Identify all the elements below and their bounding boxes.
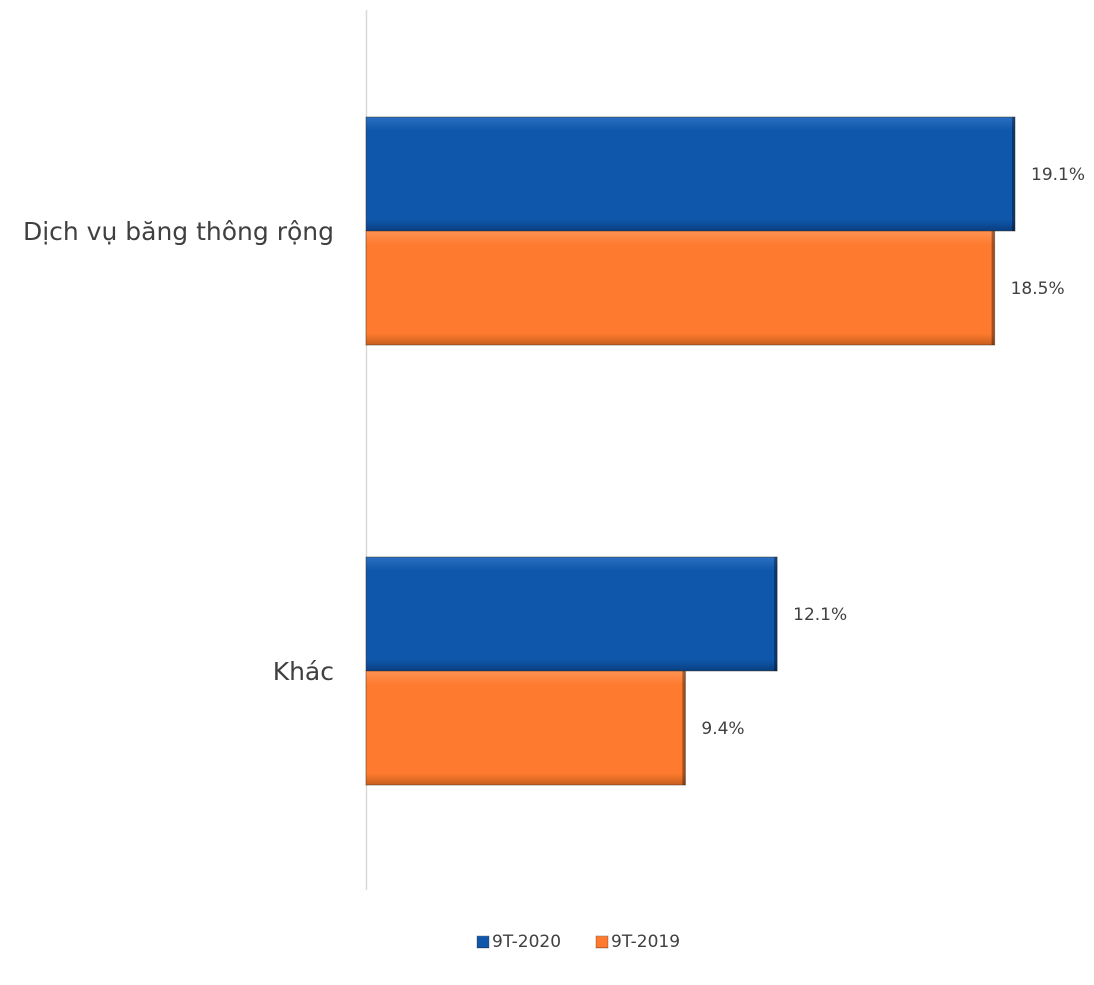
bar-edge-9t-2020-dich-vu-bang-thong-rong [1012, 117, 1015, 231]
legend-item-9t-2019: 9T-2019 [595, 932, 680, 952]
data-label-9t-2020-khac: 12.1% [793, 605, 847, 625]
legend-item-9t-2020: 9T-2020 [476, 932, 561, 952]
legend-label-9t-2020: 9T-2020 [492, 932, 561, 952]
data-label-9t-2019-khac: 9.4% [701, 719, 744, 739]
bar-9t-2020-khac [365, 556, 778, 672]
category-labels: Dịch vụ băng thông rộng Khác [23, 217, 334, 686]
legend-swatch-9t-2019 [595, 935, 609, 949]
legend: 9T-2020 9T-2019 [476, 932, 680, 952]
data-labels: 19.1% 18.5% 12.1% 9.4% [701, 165, 1085, 739]
legend-swatch-9t-2020 [476, 935, 490, 949]
bar-9t-2020-dich-vu-bang-thong-rong [365, 116, 1016, 232]
bar-edge-9t-2019-khac [682, 671, 686, 785]
bars-layer [365, 116, 1016, 786]
legend-label-9t-2019: 9T-2019 [611, 932, 680, 952]
data-label-9t-2020-dich-vu-bang-thong-rong: 19.1% [1031, 165, 1085, 185]
bar-9t-2019-khac [365, 670, 686, 786]
category-label-dich-vu-bang-thong-rong: Dịch vụ băng thông rộng [23, 217, 334, 246]
bar-edge-9t-2020-khac [774, 557, 778, 671]
bar-edge-9t-2019-dich-vu-bang-thong-rong [991, 231, 995, 345]
bar-9t-2019-dich-vu-bang-thong-rong [365, 230, 996, 346]
data-label-9t-2019-dich-vu-bang-thong-rong: 18.5% [1011, 279, 1065, 299]
category-label-khac: Khác [273, 657, 334, 686]
